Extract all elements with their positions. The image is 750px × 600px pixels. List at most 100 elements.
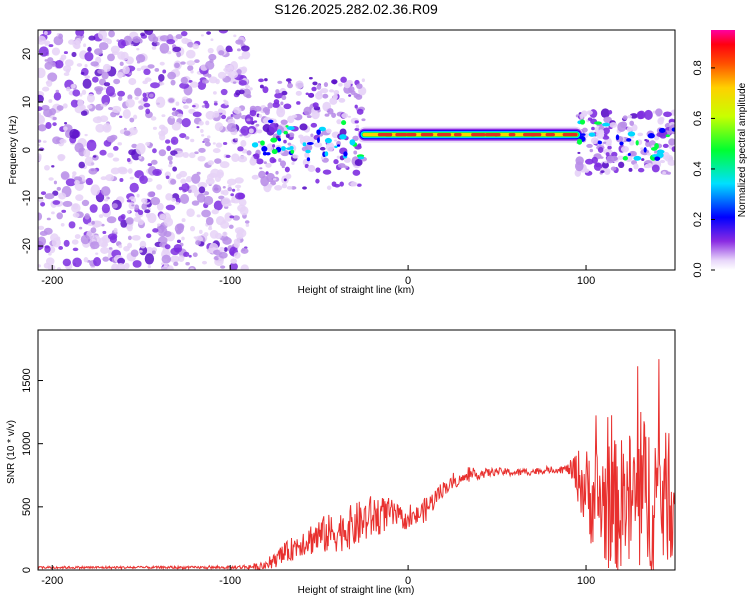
heatmap-blob [81, 89, 87, 95]
signal-peak-mark [508, 133, 516, 137]
heatmap-blob [80, 234, 91, 245]
heatmap-blob [187, 188, 192, 194]
heatmap-blob [52, 200, 61, 205]
heatmap-bright-spot [290, 149, 295, 154]
heatmap-blob [320, 155, 325, 160]
snr-x-tick-label: 0 [405, 575, 411, 587]
heatmap-blob [203, 138, 210, 143]
heatmap-blob [185, 98, 193, 104]
heatmap-blob [65, 86, 71, 92]
heatmap-y-tick-label: -10 [21, 190, 33, 206]
heatmap-blob [652, 110, 656, 114]
heatmap-blob [343, 157, 351, 163]
heatmap-blob [75, 30, 85, 37]
heatmap-blob [662, 171, 666, 175]
heatmap-bright-spot [336, 144, 341, 147]
heatmap-blob [259, 84, 264, 89]
heatmap-blob [103, 198, 109, 202]
heatmap-blob [87, 46, 92, 52]
heatmap-blob [185, 49, 196, 59]
heatmap-blob [72, 89, 81, 97]
heatmap-blob [627, 115, 632, 119]
heatmap-blob [281, 90, 288, 96]
heatmap-blob [206, 173, 214, 181]
heatmap-bright-spot [286, 126, 295, 131]
heatmap-blob [127, 235, 132, 241]
heatmap-blob [339, 181, 344, 187]
heatmap-blob [99, 149, 107, 156]
heatmap-blob [48, 44, 54, 48]
heatmap-blob [331, 112, 337, 118]
heatmap-blob [181, 218, 186, 223]
colorbar: 0.0 0.2 0.4 0.6 0.8 Normalized spectral ampl… [692, 30, 748, 278]
heatmap-blob [165, 193, 173, 201]
heatmap-blob [118, 244, 123, 249]
heatmap-blob [228, 224, 234, 229]
heatmap-x-tick-label: -100 [219, 275, 241, 287]
heatmap-blob [605, 168, 611, 175]
heatmap-blob [38, 115, 46, 125]
heatmap-blob [218, 30, 229, 34]
heatmap-blob [659, 159, 666, 164]
heatmap-blob [354, 158, 363, 167]
heatmap-blob [151, 250, 156, 255]
heatmap-blob [218, 195, 225, 200]
heatmap-blob [90, 227, 97, 234]
heatmap-blob [59, 138, 67, 144]
heatmap-blob [130, 43, 134, 46]
heatmap-blob [132, 260, 142, 268]
heatmap-x-tick-label: 0 [405, 275, 411, 287]
heatmap-blob [196, 171, 201, 175]
heatmap-blob [145, 246, 154, 257]
heatmap-blob [48, 177, 54, 181]
heatmap-blob [55, 89, 60, 93]
heatmap-blob [108, 247, 113, 250]
heatmap-blob [72, 247, 79, 252]
heatmap-bright-spot [280, 146, 286, 151]
heatmap-blob [175, 154, 179, 158]
heatmap-blob [172, 107, 177, 111]
heatmap-blob [602, 141, 607, 144]
heatmap-blob [170, 178, 177, 185]
heatmap-blob [129, 182, 139, 193]
heatmap-blob [187, 65, 194, 71]
heatmap-blob [175, 34, 183, 40]
heatmap-blob [307, 164, 316, 173]
snr-x-tick-label: 100 [577, 575, 595, 587]
heatmap-blob [78, 226, 83, 230]
heatmap-blob [173, 244, 183, 253]
heatmap-blob [127, 168, 133, 174]
heatmap-blob [280, 119, 288, 125]
heatmap-blob [122, 65, 130, 75]
heatmap-blob [135, 142, 146, 155]
heatmap-blob [175, 229, 182, 235]
heatmap-blob [637, 110, 646, 120]
heatmap-blob [171, 121, 181, 131]
heatmap-blob [581, 127, 588, 133]
heatmap-blob [306, 136, 316, 144]
heatmap-blob [236, 48, 241, 52]
heatmap-blob [324, 113, 330, 117]
heatmap-bright-spot [580, 133, 586, 136]
heatmap-blob [175, 101, 180, 106]
heatmap-blob [222, 237, 232, 245]
signal-peak-mark [562, 133, 578, 137]
heatmap-blob [117, 215, 125, 222]
heatmap-blob [62, 258, 72, 267]
heatmap-blob [105, 85, 116, 97]
heatmap-blob [203, 195, 214, 206]
heatmap-blob [161, 254, 172, 264]
heatmap-blob [285, 133, 290, 139]
heatmap-blob [38, 46, 49, 57]
heatmap-blob [213, 100, 218, 104]
heatmap-blob [56, 212, 63, 220]
heatmap-blob [139, 240, 147, 249]
heatmap-blob [106, 65, 111, 70]
heatmap-blob [197, 181, 208, 189]
heatmap-blob [144, 30, 154, 36]
heatmap-blob [172, 46, 182, 53]
heatmap-blob [220, 190, 225, 195]
heatmap-blob [671, 146, 675, 153]
heatmap-blob [196, 214, 201, 218]
heatmap-blob [248, 128, 254, 134]
